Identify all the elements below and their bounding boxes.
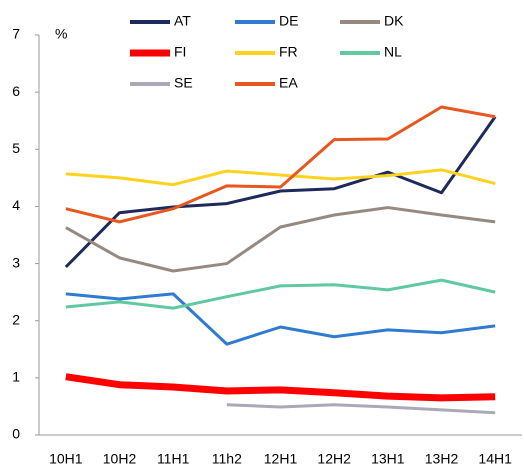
x-tick-label: 10H1 [49,451,83,467]
y-tick-label: 0 [12,426,20,442]
x-tick-label: 14H1 [478,451,512,467]
series-line [65,105,496,224]
legend-label: DK [384,13,404,29]
series-line [65,206,496,273]
legend-label: SE [174,75,193,91]
x-tick-label: 11h2 [212,451,242,467]
y-tick-label: 5 [12,140,20,156]
x-tick-label: 10H2 [103,451,137,467]
x-tick-label: 13H1 [371,451,405,467]
x-tick-label: 12H1 [264,451,298,467]
legend-label: FR [279,44,298,60]
legend-label: AT [174,13,191,29]
series-line [65,373,496,402]
y-tick-label: 6 [12,83,20,99]
y-tick-label: 3 [12,254,20,270]
series-line [64,115,497,269]
y-axis-label: % [55,26,67,42]
series-line [65,292,496,346]
x-tick-label: 11H1 [157,451,190,467]
y-tick-label: 7 [12,26,20,42]
legend-label: EA [279,75,298,91]
x-tick-label: 13H2 [425,451,459,467]
y-tick-label: 4 [12,197,20,213]
y-tick-label: 1 [12,369,20,385]
series-line [65,278,496,310]
legend-label: NL [384,44,402,60]
y-tick-label: 2 [12,311,20,327]
series-line [226,403,496,415]
legend-label: DE [279,13,298,29]
x-tick-label: 12H2 [317,451,351,467]
legend-label: FI [174,44,186,60]
series-line [65,168,496,187]
